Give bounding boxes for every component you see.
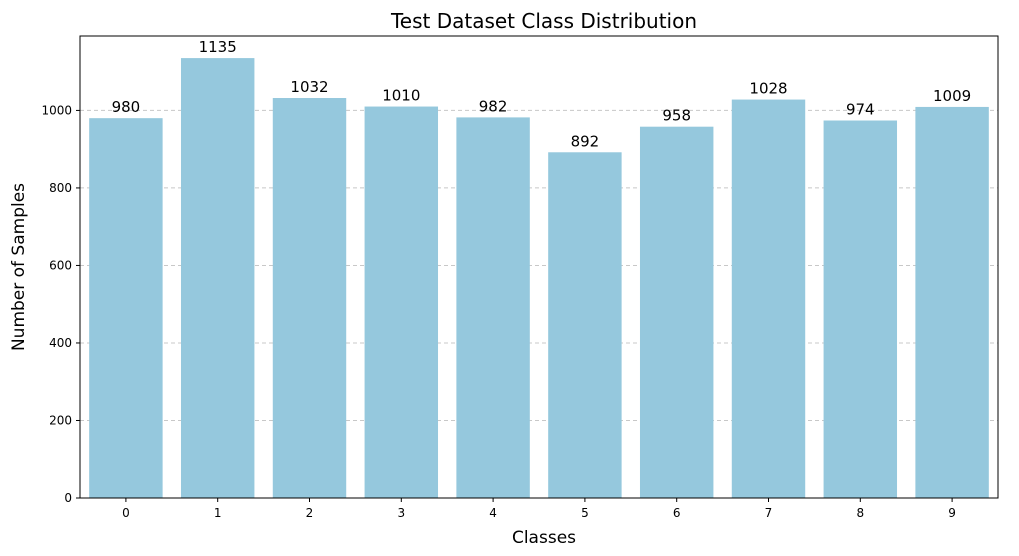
x-tick-label: 2 [306,506,314,520]
data-label: 1009 [933,87,971,105]
x-tick-label: 5 [581,506,589,520]
bar [915,106,989,498]
data-label: 1135 [199,38,237,56]
x-tick-label: 4 [489,506,497,520]
y-tick-label: 400 [49,336,72,350]
y-axis-label: Number of Samples [9,183,29,351]
bar [731,99,806,499]
bar [364,106,439,498]
x-tick-label: 1 [214,506,222,520]
bar [456,117,530,499]
y-tick-label: 800 [49,181,72,195]
bar [639,126,714,498]
bar [89,118,163,498]
data-label: 974 [846,100,875,118]
x-tick-label: 8 [856,506,864,520]
data-label: 980 [112,98,141,116]
plot-frame [79,35,999,499]
data-label: 892 [571,132,600,150]
bar [180,58,255,498]
bar [548,152,622,499]
data-label: 982 [479,97,508,115]
x-tick-label: 0 [122,506,130,520]
x-tick-label: 7 [765,506,773,520]
y-tick-label: 200 [49,413,72,427]
x-axis-label: Classes [512,528,576,548]
x-tick-label: 6 [673,506,681,520]
x-tick-label: 9 [948,506,956,520]
x-tick-label: 3 [397,506,405,520]
bar [272,98,347,498]
data-label: 958 [662,107,691,125]
data-label: 1028 [749,80,787,98]
y-tick-label: 1000 [41,103,72,117]
y-tick-label: 600 [49,258,72,272]
bar [823,120,898,498]
chart-title: Test Dataset Class Distribution [390,9,697,33]
data-label: 1010 [382,87,420,105]
data-label: 1032 [290,78,328,96]
y-tick-label: 0 [64,491,72,505]
